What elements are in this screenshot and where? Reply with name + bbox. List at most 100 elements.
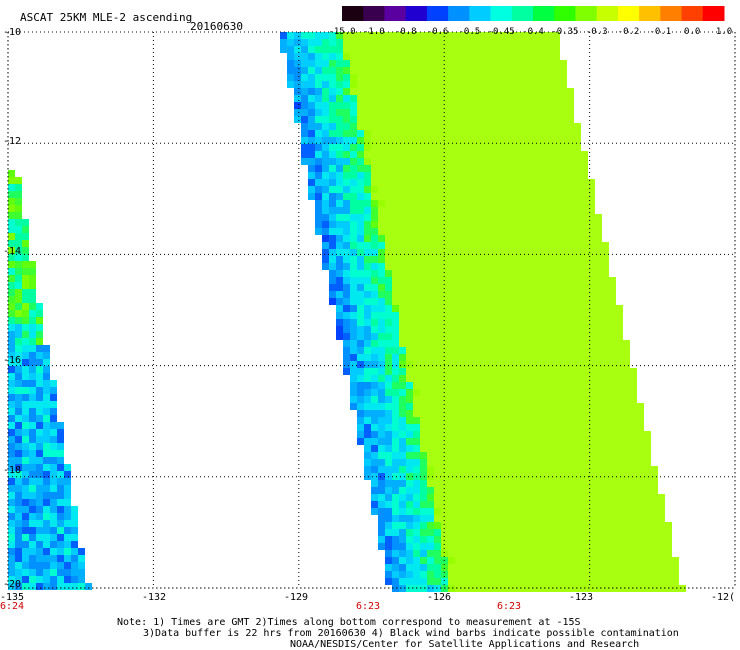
swath-pixel — [64, 513, 71, 520]
swath-pixel — [553, 466, 560, 473]
swath-pixel — [497, 410, 504, 417]
swath-pixel — [350, 39, 357, 46]
swath-pixel — [455, 256, 462, 263]
swath-pixel — [518, 543, 525, 550]
swath-pixel — [371, 333, 378, 340]
swath-pixel — [546, 382, 553, 389]
swath-pixel — [539, 193, 546, 200]
swath-pixel — [50, 387, 57, 394]
swath-pixel — [343, 172, 350, 179]
swath-pixel — [392, 39, 399, 46]
swath-pixel — [427, 32, 434, 39]
swath-pixel — [651, 543, 658, 550]
swath-pixel — [490, 557, 497, 564]
swath-pixel — [413, 445, 420, 452]
swath-pixel — [504, 389, 511, 396]
swath-pixel — [385, 410, 392, 417]
swath-pixel — [511, 221, 518, 228]
swath-pixel — [455, 81, 462, 88]
swath-pixel — [71, 576, 78, 583]
swath-pixel — [609, 291, 616, 298]
swath-pixel — [441, 466, 448, 473]
swath-pixel — [343, 179, 350, 186]
swath-pixel — [455, 340, 462, 347]
swath-pixel — [364, 417, 371, 424]
swath-pixel — [518, 396, 525, 403]
swath-pixel — [43, 555, 50, 562]
swath-pixel — [504, 109, 511, 116]
swath-pixel — [8, 583, 15, 590]
swath-pixel — [490, 67, 497, 74]
swath-pixel — [455, 529, 462, 536]
swath-pixel — [329, 109, 336, 116]
swath-pixel — [574, 382, 581, 389]
swath-pixel — [490, 298, 497, 305]
swath-pixel — [497, 249, 504, 256]
swath-pixel — [553, 347, 560, 354]
swath-pixel — [567, 326, 574, 333]
swath-pixel — [595, 571, 602, 578]
swath-pixel — [434, 144, 441, 151]
swath-pixel — [420, 102, 427, 109]
swath-pixel — [504, 172, 511, 179]
swath-pixel — [518, 473, 525, 480]
swath-pixel — [413, 382, 420, 389]
swath-pixel — [532, 263, 539, 270]
swath-pixel — [29, 338, 36, 345]
swath-pixel — [504, 256, 511, 263]
swath-pixel — [567, 564, 574, 571]
swath-pixel — [532, 312, 539, 319]
map-title: ASCAT 25KM MLE-2 ascending — [20, 11, 193, 24]
swath-pixel — [399, 74, 406, 81]
swath-pixel — [560, 515, 567, 522]
swath-pixel — [637, 529, 644, 536]
swath-pixel — [518, 424, 525, 431]
swath-pixel — [357, 256, 364, 263]
swath-pixel — [553, 312, 560, 319]
swath-pixel — [413, 487, 420, 494]
swath-pixel — [364, 326, 371, 333]
swath-pixel — [392, 410, 399, 417]
swath-pixel — [546, 487, 553, 494]
swath-pixel — [308, 95, 315, 102]
swath-pixel — [476, 305, 483, 312]
swath-pixel — [469, 151, 476, 158]
swath-pixel — [672, 578, 679, 585]
swath-pixel — [462, 333, 469, 340]
swath-pixel — [490, 305, 497, 312]
swath-pixel — [8, 324, 15, 331]
swath-pixel — [483, 550, 490, 557]
swath-pixel — [651, 529, 658, 536]
swath-pixel — [64, 562, 71, 569]
swath-pixel — [322, 158, 329, 165]
swath-pixel — [553, 53, 560, 60]
swath-pixel — [525, 557, 532, 564]
swath-pixel — [532, 368, 539, 375]
swath-pixel — [371, 326, 378, 333]
swath-pixel — [385, 578, 392, 585]
swath-pixel — [420, 424, 427, 431]
swath-pixel — [518, 480, 525, 487]
swath-pixel — [546, 88, 553, 95]
swath-pixel — [413, 249, 420, 256]
swath-pixel — [490, 74, 497, 81]
swath-pixel — [406, 445, 413, 452]
swath-pixel — [504, 249, 511, 256]
swath-pixel — [595, 214, 602, 221]
swath-pixel — [644, 445, 651, 452]
swath-pixel — [532, 522, 539, 529]
swath-pixel — [413, 536, 420, 543]
swath-pixel — [15, 366, 22, 373]
colorbar-swatch — [639, 6, 661, 21]
swath-pixel — [343, 256, 350, 263]
swath-pixel — [420, 382, 427, 389]
swath-pixel — [308, 172, 315, 179]
swath-pixel — [476, 242, 483, 249]
swath-pixel — [588, 361, 595, 368]
swath-pixel — [427, 382, 434, 389]
swath-pixel — [420, 354, 427, 361]
swath-pixel — [532, 137, 539, 144]
swath-pixel — [455, 347, 462, 354]
swath-pixel — [665, 529, 672, 536]
swath-pixel — [595, 417, 602, 424]
